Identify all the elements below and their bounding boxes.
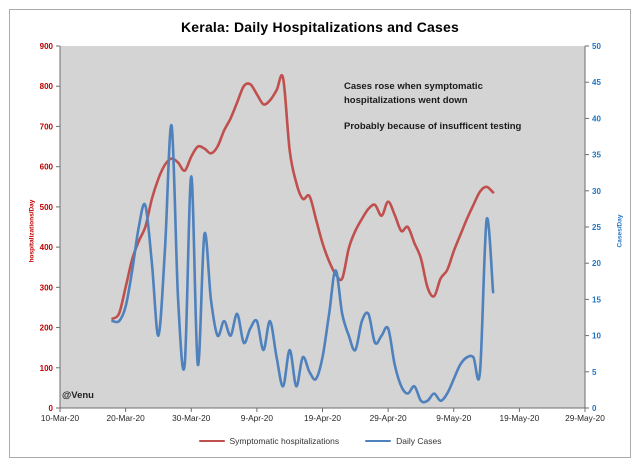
right-axis-tick-label: 5 — [592, 368, 597, 377]
annotation-line-2: hospitalizations went down — [344, 94, 468, 106]
left-axis-tick-label: 600 — [40, 163, 54, 172]
right-axis-tick-label: 10 — [592, 332, 601, 341]
annotation-line-1: Cases rose when symptomatic — [344, 81, 483, 92]
right-axis-tick-label: 35 — [592, 151, 601, 160]
right-axis-tick-label: 30 — [592, 187, 601, 196]
watermark: @Venu — [62, 390, 94, 401]
x-axis-tick-label: 29-May-20 — [565, 413, 605, 423]
x-axis-tick-label: 20-Mar-20 — [106, 413, 145, 423]
x-axis-tick-label: 9-Apr-20 — [241, 413, 274, 423]
left-axis-tick-label: 900 — [40, 42, 54, 51]
x-axis-tick-label: 10-Mar-20 — [41, 413, 80, 423]
right-axis-tick-label: 40 — [592, 114, 601, 123]
annotation-gap — [344, 107, 554, 120]
left-axis-tick-label: 200 — [40, 324, 54, 333]
x-axis-tick-label: 29-Apr-20 — [370, 413, 407, 423]
left-axis-title: hospitalizations/Day — [28, 199, 36, 263]
left-axis-tick-label: 300 — [40, 283, 54, 292]
right-axis-tick-label: 50 — [592, 42, 601, 51]
chart-title: Kerala: Daily Hospitalizations and Cases — [181, 19, 459, 35]
legend-line-blue-icon — [365, 440, 392, 442]
x-axis-tick-label: 19-May-20 — [500, 413, 540, 423]
x-axis-tick-label: 9-May-20 — [436, 413, 471, 423]
left-axis-tick-label: 400 — [40, 243, 54, 252]
x-axis-tick-label: 30-Mar-20 — [172, 413, 211, 423]
legend-line-red-icon — [198, 440, 225, 442]
series-line-daily-cases — [111, 124, 495, 404]
right-axis-tick-label: 0 — [592, 404, 597, 413]
left-axis-tick-label: 100 — [40, 364, 54, 373]
legend-label-daily-cases: Daily Cases — [396, 436, 442, 446]
left-axis-tick-label: 800 — [40, 82, 54, 91]
annotation-line-3: Probably because of insufficent testing — [344, 121, 522, 132]
left-axis-tick-label: 700 — [40, 122, 54, 131]
right-axis-tick-label: 20 — [592, 259, 601, 268]
legend-label-hospitalizations: Symptomatic hospitalizations — [229, 436, 340, 446]
right-axis-tick-label: 15 — [592, 295, 601, 304]
left-axis-tick-label: 0 — [49, 404, 54, 413]
right-axis-title: Cases/Day — [616, 214, 624, 248]
left-axis-tick-label: 500 — [40, 203, 54, 212]
legend-item-daily-cases: Daily Cases — [365, 436, 441, 446]
x-axis-tick-label: 19-Apr-20 — [304, 413, 341, 423]
right-axis-tick-label: 25 — [592, 223, 601, 232]
series-line-hospitalizations — [111, 74, 495, 320]
legend: Symptomatic hospitalizations Daily Cases — [0, 436, 640, 446]
annotation-text: Cases rose when symptomatic hospitalizat… — [344, 80, 554, 134]
right-axis-tick-label: 45 — [592, 78, 601, 87]
legend-item-hospitalizations: Symptomatic hospitalizations — [198, 436, 340, 446]
